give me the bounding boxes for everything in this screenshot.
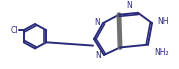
Text: NH: NH [157,17,168,26]
Text: Cl: Cl [10,26,18,35]
Text: N: N [94,18,100,27]
Text: NH₂: NH₂ [154,48,169,57]
Text: N: N [127,1,132,10]
Text: N: N [95,51,101,60]
